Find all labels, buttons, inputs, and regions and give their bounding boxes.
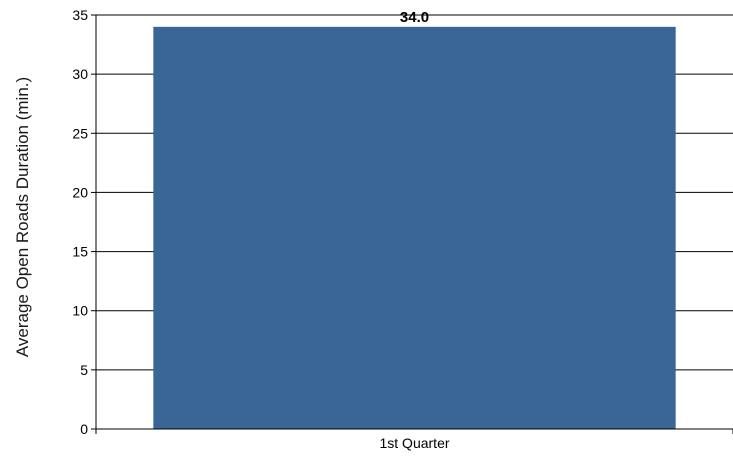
y-tick-label: 25 [72, 125, 88, 141]
bars [153, 26, 676, 429]
data-labels: 34.0 [400, 9, 429, 26]
y-tick-label: 10 [72, 303, 88, 319]
y-tick-label: 15 [72, 244, 88, 260]
y-tick-label: 0 [80, 421, 88, 437]
bar [153, 26, 676, 429]
x-tick-label: 1st Quarter [379, 435, 449, 451]
x-tick-labels: 1st Quarter [379, 435, 449, 451]
y-tick-label: 20 [72, 184, 88, 200]
y-tick-label: 5 [80, 362, 88, 378]
bar-value-label: 34.0 [400, 9, 429, 26]
y-tick-label: 35 [72, 7, 88, 23]
y-tick-label: 30 [72, 66, 88, 82]
y-tick-labels: 0 5 10 15 20 25 30 35 [72, 7, 88, 437]
y-axis-title: Average Open Roads Duration (min.) [13, 77, 32, 357]
axes [95, 15, 733, 430]
